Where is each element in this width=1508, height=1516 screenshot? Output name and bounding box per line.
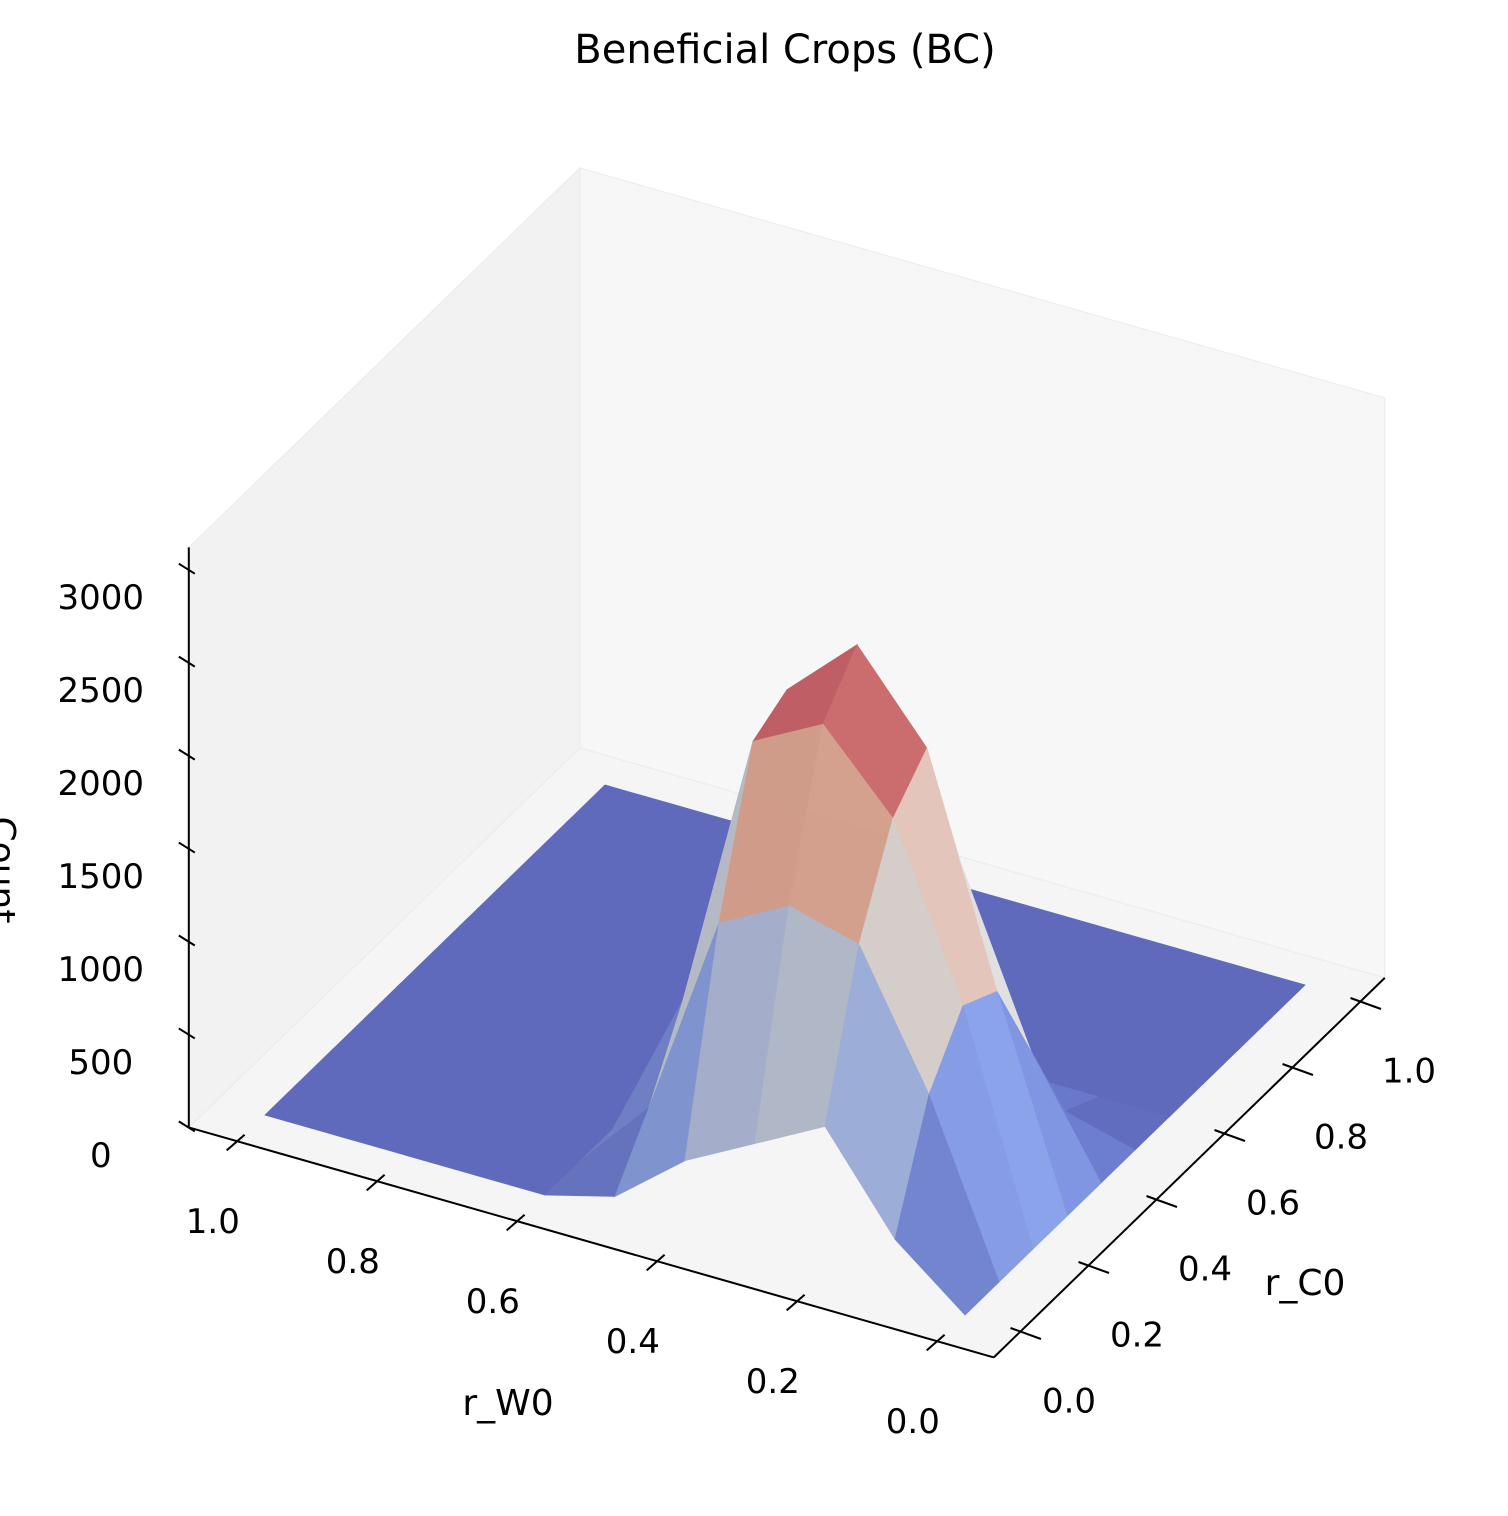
x-tick-label: 0.0 bbox=[886, 1402, 940, 1442]
y-tick-label: 1.0 bbox=[1382, 1052, 1436, 1092]
surface-face bbox=[894, 1093, 1000, 1316]
z-tick bbox=[178, 1027, 196, 1040]
y-tick-label: 0.6 bbox=[1246, 1184, 1300, 1224]
x-tick bbox=[506, 1214, 526, 1232]
z-tick-label: 0 bbox=[90, 1136, 112, 1176]
y-tick bbox=[1350, 997, 1382, 1010]
y-tick bbox=[1010, 1327, 1042, 1340]
y-tick-label: 0.2 bbox=[1110, 1316, 1164, 1356]
y-axis-line bbox=[993, 977, 1386, 1359]
x-tick bbox=[226, 1134, 246, 1152]
y-tick-label: 0.4 bbox=[1178, 1250, 1232, 1290]
z-axis-label: Count bbox=[0, 817, 22, 924]
z-tick bbox=[178, 934, 196, 947]
z-tick-label: 2000 bbox=[58, 764, 145, 804]
z-tick-label: 1000 bbox=[58, 950, 145, 990]
z-tick-label: 500 bbox=[68, 1043, 133, 1083]
x-tick-label: 0.4 bbox=[606, 1322, 660, 1362]
x-tick bbox=[786, 1294, 806, 1312]
z-tick-label: 3000 bbox=[58, 578, 145, 618]
y-tick-label: 0.0 bbox=[1042, 1382, 1096, 1422]
y-tick bbox=[1214, 1129, 1246, 1142]
x-tick-label: 0.2 bbox=[746, 1362, 800, 1402]
z-tick bbox=[178, 655, 196, 668]
z-tick-label: 1500 bbox=[58, 857, 145, 897]
x-tick bbox=[646, 1254, 666, 1272]
z-tick bbox=[178, 748, 196, 761]
z-tick bbox=[178, 1120, 196, 1133]
y-axis-label: r_C0 bbox=[1265, 1263, 1346, 1304]
x-axis-line bbox=[188, 1126, 995, 1359]
x-tick-label: 1.0 bbox=[186, 1202, 240, 1242]
y-tick bbox=[1146, 1195, 1178, 1208]
x-axis-label: r_W0 bbox=[462, 1383, 553, 1424]
z-tick bbox=[178, 562, 196, 575]
y-tick-label: 0.8 bbox=[1314, 1118, 1368, 1158]
x-tick bbox=[366, 1174, 386, 1192]
x-tick-label: 0.8 bbox=[326, 1242, 380, 1282]
z-tick-label: 2500 bbox=[58, 671, 145, 711]
chart-title: Beneficial Crops (BC) bbox=[574, 27, 995, 73]
z-tick bbox=[178, 841, 196, 854]
surface bbox=[264, 643, 1306, 1316]
y-tick bbox=[1282, 1063, 1314, 1076]
x-tick-label: 0.6 bbox=[466, 1282, 520, 1322]
y-tick bbox=[1078, 1261, 1110, 1274]
x-tick bbox=[926, 1334, 946, 1352]
